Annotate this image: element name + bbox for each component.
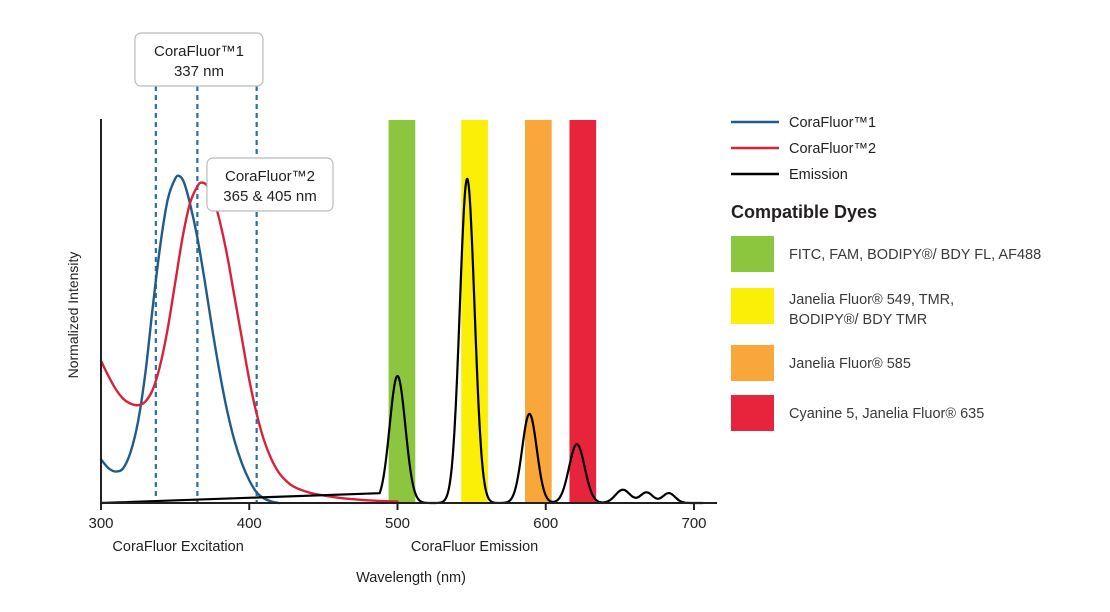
x-tick-label-600: 600 <box>533 515 558 532</box>
x-tick-label-300: 300 <box>88 515 113 532</box>
corafluor1-callout-line1: CoraFluor™1 <box>154 43 244 60</box>
dye-item-2: Janelia Fluor® 549, TMR, BODIPY®/ BDY TMR <box>731 288 954 328</box>
legend-entry-1: CoraFluor™1 <box>731 115 876 131</box>
dye-label-2-line-2: BODIPY®/ BDY TMR <box>789 312 927 328</box>
dye-label-1-line-1: FITC, FAM, BODIPY®/ BDY FL, AF488 <box>789 247 1041 263</box>
dye-swatch-2 <box>731 288 774 324</box>
region-label-emission: CoraFluor Emission <box>411 539 538 555</box>
emission-bands <box>388 120 597 503</box>
legend-label-1: CoraFluor™1 <box>789 115 876 131</box>
corafluor2-callout: CoraFluor™2 365 & 405 nm <box>206 157 334 212</box>
corafluor1-callout: CoraFluor™1 337 nm <box>134 32 264 87</box>
x-axis-ticks: 300 400 500 600 700 <box>88 503 707 532</box>
dye-item-4: Cyanine 5, Janelia Fluor® 635 <box>731 395 984 431</box>
corafluor1-callout-line2: 337 nm <box>174 63 224 80</box>
dye-item-3: Janelia Fluor® 585 <box>731 345 911 381</box>
series-legend: CoraFluor™1 CoraFluor™2 Emission <box>731 115 876 183</box>
legend-label-2: CoraFluor™2 <box>789 141 876 157</box>
callout-annotations: CoraFluor™1 337 nm CoraFluor™2 365 & 405 nm <box>134 32 334 212</box>
corafluor2-callout-line1: CoraFluor™2 <box>225 168 315 185</box>
x-tick-label-500: 500 <box>385 515 410 532</box>
corafluor2-callout-box <box>206 157 334 212</box>
legend-label-3: Emission <box>789 167 848 183</box>
excitation-curve-2 <box>99 181 399 503</box>
legend-entry-2: CoraFluor™2 <box>731 141 876 157</box>
green-band <box>388 120 416 503</box>
axis-region-labels: CoraFluor Excitation CoraFluor Emission <box>112 539 538 555</box>
dye-label-3-line-1: Janelia Fluor® 585 <box>789 356 911 372</box>
dye-swatch-1 <box>731 236 774 272</box>
corafluor2-callout-line2: 365 & 405 nm <box>223 188 316 205</box>
x-tick-label-700: 700 <box>681 515 706 532</box>
region-label-excitation: CoraFluor Excitation <box>112 539 243 555</box>
dye-swatch-4 <box>731 395 774 431</box>
dye-item-1: FITC, FAM, BODIPY®/ BDY FL, AF488 <box>731 236 1041 272</box>
orange-band <box>525 120 552 503</box>
red-band <box>569 120 597 503</box>
excitation-curve-1 <box>99 174 281 505</box>
plot-axes <box>100 119 717 504</box>
x-axis-title: Wavelength (nm) <box>356 570 466 586</box>
x-tick-label-400: 400 <box>237 515 262 532</box>
excitation-marker-lines <box>154 86 258 503</box>
compatible-dyes-heading: Compatible Dyes <box>731 202 877 222</box>
dye-label-4-line-1: Cyanine 5, Janelia Fluor® 635 <box>789 406 984 422</box>
dye-swatch-3 <box>731 345 774 381</box>
y-axis-title: Normalized Intensity <box>65 252 81 379</box>
corafluor1-callout-box <box>134 32 264 87</box>
compatible-dyes-list: FITC, FAM, BODIPY®/ BDY FL, AF488 Janelia… <box>731 236 1041 431</box>
legend-entry-3: Emission <box>731 167 848 183</box>
dye-label-2-line-1: Janelia Fluor® 549, TMR, <box>789 292 954 308</box>
